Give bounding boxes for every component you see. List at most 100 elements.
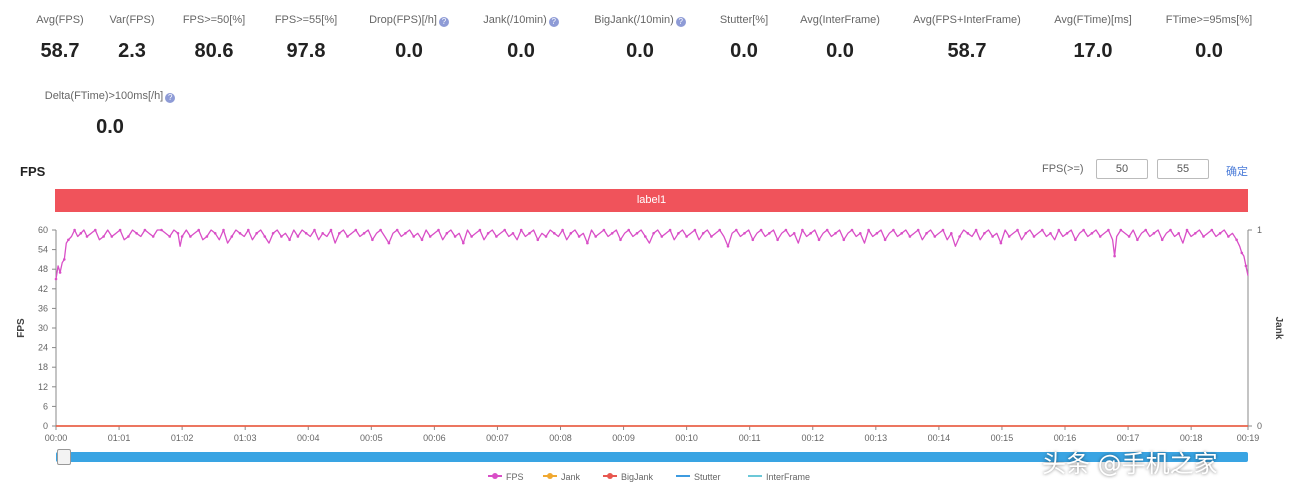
info-icon[interactable]: ? [675, 17, 686, 27]
legend-item-stutter[interactable]: Stutter [676, 472, 721, 482]
legend-item-jank[interactable]: Jank [543, 472, 580, 482]
stat-avg-fps-interframe: Avg(FPS+InterFrame) 58.7 [897, 12, 1037, 63]
stat-value: 97.8 [286, 40, 326, 62]
fps-point [1082, 228, 1085, 232]
legend-swatch [603, 473, 617, 479]
legend-item-fps[interactable]: FPS [488, 472, 524, 482]
fps-point [710, 235, 713, 238]
fps-point [825, 228, 829, 232]
fps-point [428, 235, 432, 238]
legend-label: InterFrame [766, 472, 811, 482]
legend-item-interframe[interactable]: InterFrame [748, 472, 810, 482]
fps-point [94, 228, 97, 232]
fps-point [1049, 232, 1052, 235]
y-tick-label: 42 [38, 284, 48, 294]
y-tick-label: 18 [38, 362, 48, 372]
chart-legend: FPS Jank BigJank Stutter InterFrame [0, 472, 1300, 486]
fps-point [288, 238, 291, 242]
legend-item-bigjank[interactable]: BigJank [603, 472, 653, 482]
fps-point [519, 228, 523, 232]
confirm-button[interactable]: 确定 [1226, 166, 1248, 178]
x-tick-label: 00:10 [675, 433, 698, 443]
stat-value: 0.0 [96, 116, 124, 138]
fps-point [867, 228, 870, 232]
fps-point [511, 232, 515, 235]
fps-point [205, 235, 209, 238]
legend-swatch [543, 473, 557, 479]
fps-point [395, 228, 399, 232]
fps-point [1227, 235, 1230, 238]
threshold-input-1[interactable]: 50 [1096, 159, 1148, 179]
info-icon[interactable]: ? [438, 17, 449, 27]
stat-bigjank: BigJank(/10min)? 0.0 [580, 12, 700, 63]
fps-point [892, 228, 895, 232]
fps-point [751, 238, 755, 242]
fps-point [85, 235, 89, 238]
fps-point [1107, 228, 1110, 232]
info-icon[interactable]: ? [548, 17, 559, 27]
stat-label-text: BigJank(/10min) [594, 14, 674, 26]
x-tick-label: 00:00 [45, 433, 68, 443]
x-tick-label: 00:08 [549, 433, 572, 443]
fps-point [809, 232, 812, 235]
stat-label: Delta(FTime)>100ms[/h]? [40, 88, 180, 104]
fps-point [1240, 251, 1244, 255]
fps-point [776, 238, 779, 242]
stat-ftime-ge-95: FTime>=95ms[%] 0.0 [1149, 12, 1269, 63]
x-tick-label: 01:02 [171, 433, 194, 443]
x-tick-label: 00:14 [928, 433, 951, 443]
fps-point [313, 228, 316, 232]
stat-label: Avg(FPS+InterFrame) [913, 14, 1021, 26]
fps-point [635, 232, 639, 235]
stat-delta-ftime: Delta(FTime)>100ms[/h]? 0.0 [40, 88, 180, 139]
stat-jank: Jank(/10min)? 0.0 [461, 12, 581, 63]
fps-point [371, 238, 374, 242]
stat-value: 2.3 [118, 40, 146, 62]
fps-point [726, 245, 730, 248]
stat-label-text: Jank(/10min) [483, 14, 547, 26]
fps-point [135, 232, 138, 235]
fps-point [160, 228, 163, 232]
fps-point [63, 258, 66, 261]
fps-point [619, 238, 622, 242]
legend-label: FPS [506, 472, 524, 482]
stat-label: Avg(FTime)[ms] [1054, 14, 1132, 26]
fps-point [875, 232, 879, 235]
fps-point [1169, 228, 1172, 232]
fps-point [536, 238, 540, 242]
fps-point [1152, 232, 1156, 235]
stat-value: 0.0 [826, 40, 854, 62]
fps-point [900, 232, 903, 235]
fps-point [338, 232, 341, 235]
fps-point [834, 232, 837, 235]
stat-drop-fps: Drop(FPS)[/h]? 0.0 [349, 12, 469, 63]
fps-point [420, 238, 424, 242]
fps-point [1194, 232, 1197, 235]
fps-point [677, 232, 680, 235]
zoom-slider-handle[interactable] [57, 449, 71, 465]
fps-point [453, 235, 457, 238]
stat-avg-interframe: Avg(InterFrame) 0.0 [780, 12, 900, 63]
y-tick-label: 6 [43, 401, 48, 411]
fps-point [859, 232, 862, 235]
stat-value: 17.0 [1073, 40, 1113, 62]
stat-label: Stutter[%] [719, 14, 769, 26]
fps-point [553, 232, 556, 235]
fps-point [321, 232, 325, 235]
fps-point [189, 235, 192, 238]
fps-point [610, 232, 614, 235]
stat-fps-ge-55: FPS>=55[%] 97.8 [246, 12, 366, 63]
fps-point [495, 235, 498, 238]
stat-label: Var(FPS) [109, 14, 155, 26]
x-tick-label: 00:19 [1237, 433, 1260, 443]
threshold-input-2[interactable]: 55 [1157, 159, 1209, 179]
label-bar[interactable]: label1 [55, 189, 1248, 212]
stats-row-2: Delta(FTime)>100ms[/h]? 0.0 [0, 88, 1300, 152]
stat-label: FPS>=55[%] [274, 14, 338, 26]
fps-point [933, 235, 937, 238]
fps-point [685, 235, 688, 238]
y2-tick-label: 1 [1257, 225, 1262, 235]
info-icon[interactable]: ? [165, 93, 176, 103]
fps-point [1202, 235, 1205, 238]
zoom-slider-track[interactable] [56, 452, 1248, 462]
